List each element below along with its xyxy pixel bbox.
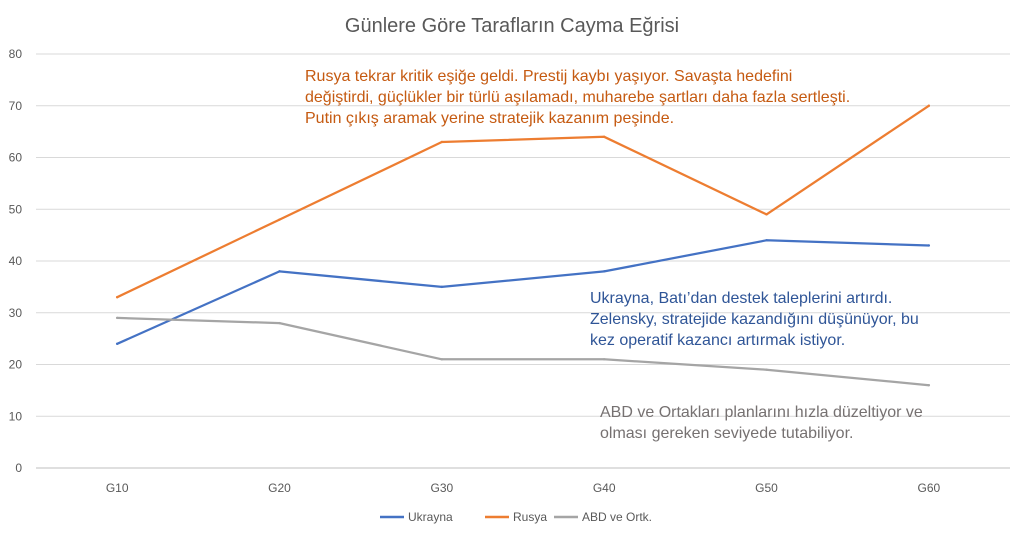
legend-label: Rusya	[513, 510, 547, 524]
y-tick-label: 40	[9, 254, 23, 268]
annotation-line: Zelensky, stratejide kazandığını düşünüy…	[590, 311, 919, 328]
data-point	[115, 296, 119, 299]
x-tick-label: G50	[755, 481, 778, 495]
data-point	[440, 358, 444, 361]
x-tick-label: G30	[430, 481, 453, 495]
data-point	[602, 135, 606, 138]
legend-label: ABD ve Ortk.	[582, 510, 652, 524]
annotation-line: olması gereken seviyede tutabiliyor.	[600, 425, 853, 442]
data-point	[115, 342, 119, 345]
data-point	[927, 104, 931, 107]
y-tick-label: 10	[9, 409, 23, 423]
annotation-line: Rusya tekrar kritik eşiğe geldi. Prestij…	[305, 68, 792, 85]
annotation-text: ABD ve Ortakları planlarını hızla düzelt…	[600, 404, 923, 442]
data-point	[440, 285, 444, 289]
x-axis: G10 G20 G30 G40 G50 G60	[106, 481, 941, 495]
y-tick-label: 20	[9, 358, 23, 372]
data-point	[602, 358, 606, 361]
data-point	[278, 270, 281, 273]
data-point	[278, 321, 281, 325]
legend-label: Ukrayna	[408, 510, 453, 524]
gridlines	[36, 53, 1010, 469]
data-point	[927, 384, 931, 387]
annotation-line: Ukrayna, Batı’dan destek taleplerini art…	[590, 290, 892, 307]
data-point	[115, 316, 119, 320]
data-point	[765, 239, 768, 242]
x-tick-label: G40	[593, 481, 616, 495]
x-tick-label: G60	[917, 481, 940, 495]
annotation-line: kez operatif kazancı artırmak istiyor.	[590, 332, 845, 349]
series-line	[116, 316, 930, 387]
annotations: Rusya tekrar kritik eşiğe geldi. Prestij…	[305, 68, 923, 442]
y-tick-label: 30	[9, 306, 23, 320]
data-point	[278, 218, 281, 221]
series-lines	[115, 104, 931, 387]
y-axis: 0 10 20 30 40 50 60 70 80	[9, 47, 23, 475]
data-point	[765, 368, 768, 371]
data-point	[602, 270, 606, 273]
series-line	[116, 239, 930, 345]
chart-title: Günlere Göre Tarafların Cayma Eğrisi	[345, 15, 679, 37]
annotation-line: değiştirdi, güçlükler bir türlü aşılamad…	[305, 89, 850, 106]
y-tick-label: 60	[9, 151, 23, 165]
y-tick-label: 50	[9, 202, 23, 216]
annotation-line: Putin çıkış aramak yerine stratejik kaza…	[305, 110, 674, 127]
data-point	[765, 213, 768, 216]
x-tick-label: G20	[268, 481, 291, 495]
y-tick-label: 80	[9, 47, 23, 61]
series-line	[116, 104, 930, 299]
x-tick-label: G10	[106, 481, 129, 495]
annotation-text: Ukrayna, Batı’dan destek taleplerini art…	[590, 290, 919, 349]
y-tick-label: 0	[15, 461, 22, 475]
y-tick-label: 70	[9, 99, 23, 113]
annotation-text: Rusya tekrar kritik eşiğe geldi. Prestij…	[305, 68, 850, 127]
legend: Ukrayna Rusya ABD ve Ortk.	[380, 510, 652, 524]
annotation-line: ABD ve Ortakları planlarını hızla düzelt…	[600, 404, 923, 421]
data-point	[440, 140, 444, 144]
data-point	[927, 244, 931, 247]
